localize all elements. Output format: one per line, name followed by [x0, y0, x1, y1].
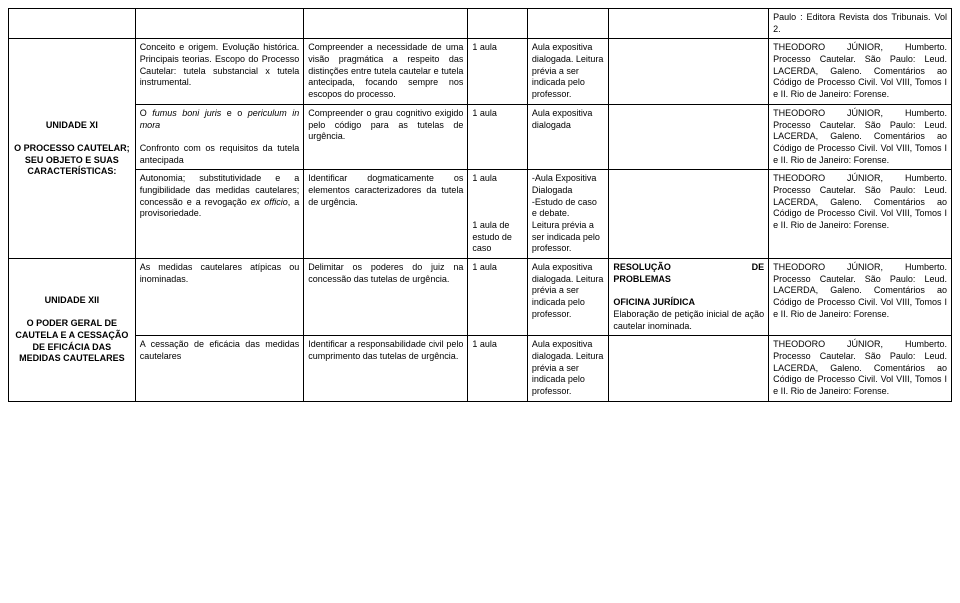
unit-header-cell: UNIDADE XI O PROCESSO CAUTELAR; SEU OBJE…: [9, 39, 136, 259]
cell-ref: Paulo : Editora Revista dos Tribunais. V…: [769, 9, 952, 39]
cell-objective: Identificar dogmaticamente os elementos …: [304, 170, 468, 259]
extra-title: DE: [752, 262, 765, 274]
cell-activity: Aula expositiva dialogada: [527, 104, 609, 169]
extra-title2: OFICINA JURÍDICA: [613, 297, 764, 309]
cell-empty: [609, 39, 769, 104]
cell-objective: Compreender a necessidade de uma visão p…: [304, 39, 468, 104]
cell-hours: 1 aula: [468, 336, 527, 401]
table-row: UNIDADE XI O PROCESSO CAUTELAR; SEU OBJE…: [9, 39, 952, 104]
text: e o: [221, 108, 248, 118]
cell-empty: [609, 104, 769, 169]
cell-activity: -Aula Expositiva Dialogada -Estudo de ca…: [527, 170, 609, 259]
cell-objective: Delimitar os poderes do juiz na concessã…: [304, 259, 468, 336]
cell-activity: Aula expositiva dialogada. Leitura prévi…: [527, 39, 609, 104]
table-row: A cessação de eficácia das medidas caute…: [9, 336, 952, 401]
cell-activity: Aula expositiva dialogada. Leitura prévi…: [527, 259, 609, 336]
text: Confronto com os requisitos da tutela an…: [140, 143, 300, 165]
cell-ref: THEODORO JÚNIOR, Humberto. Processo Caut…: [769, 336, 952, 401]
unit-header-cell: UNIDADE XII O PODER GERAL DE CAUTELA E A…: [9, 259, 136, 402]
cell-ref: THEODORO JÚNIOR, Humberto. Processo Caut…: [769, 104, 952, 169]
cell-hours: 1 aula: [468, 104, 527, 169]
extra-title: RESOLUÇÃO: [613, 262, 671, 274]
text-italic: fumus boni juris: [152, 108, 221, 118]
unit-label: UNIDADE XII: [13, 295, 131, 307]
cell-content: O fumus boni juris e o periculum in mora…: [135, 104, 304, 169]
unit-label: UNIDADE XI: [13, 120, 131, 132]
cell-hours: 1 aula: [468, 259, 527, 336]
cell-hours: 1 aula: [468, 39, 527, 104]
cell-empty: [609, 170, 769, 259]
cell-hours: 1 aula 1 aula de estudo de caso: [468, 170, 527, 259]
extra-body: Elaboração de petição inicial de ação ca…: [613, 309, 764, 332]
cell-extra: RESOLUÇÃO DE PROBLEMAS OFICINA JURÍDICA …: [609, 259, 769, 336]
unit-title: O PODER GERAL DE CAUTELA E A CESSAÇÃO DE…: [13, 318, 131, 365]
cell-objective: Identificar a responsabilidade civil pel…: [304, 336, 468, 401]
extra-title: PROBLEMAS: [613, 274, 764, 286]
cell-empty: [304, 9, 468, 39]
cell-activity: Aula expositiva dialogada. Leitura prévi…: [527, 336, 609, 401]
cell-content: Autonomia; substitutividade e a fungibil…: [135, 170, 304, 259]
unit-title: O PROCESSO CAUTELAR; SEU OBJETO E SUAS C…: [13, 143, 131, 178]
cell-empty: [609, 336, 769, 401]
extra-title-line: RESOLUÇÃO DE: [613, 262, 764, 274]
cell-content: As medidas cautelares atípicas ou inomin…: [135, 259, 304, 336]
cell-empty: [468, 9, 527, 39]
cell-objective: Compreender o grau cognitivo exigido pel…: [304, 104, 468, 169]
table-row: Paulo : Editora Revista dos Tribunais. V…: [9, 9, 952, 39]
cell-ref: THEODORO JÚNIOR, Humberto. Processo Caut…: [769, 170, 952, 259]
cell-ref: THEODORO JÚNIOR, Humberto. Processo Caut…: [769, 39, 952, 104]
cell-empty: [609, 9, 769, 39]
cell-empty: [9, 9, 136, 39]
text-italic: ex officio: [251, 197, 288, 207]
table-row: UNIDADE XII O PODER GERAL DE CAUTELA E A…: [9, 259, 952, 336]
table-row: Autonomia; substitutividade e a fungibil…: [9, 170, 952, 259]
cell-empty: [527, 9, 609, 39]
cell-empty: [135, 9, 304, 39]
cell-content: A cessação de eficácia das medidas caute…: [135, 336, 304, 401]
cell-content: Conceito e origem. Evolução histórica. P…: [135, 39, 304, 104]
cell-ref: THEODORO JÚNIOR, Humberto. Processo Caut…: [769, 259, 952, 336]
syllabus-table: Paulo : Editora Revista dos Tribunais. V…: [8, 8, 952, 402]
text: O: [140, 108, 153, 118]
table-row: O fumus boni juris e o periculum in mora…: [9, 104, 952, 169]
